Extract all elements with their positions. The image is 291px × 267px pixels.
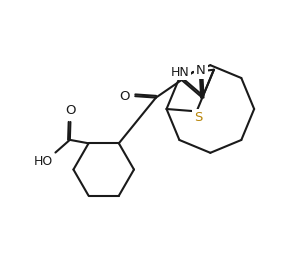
Text: HN: HN [171, 65, 190, 78]
Text: N: N [196, 64, 206, 77]
Text: O: O [65, 104, 76, 117]
Text: O: O [120, 90, 130, 103]
Text: S: S [194, 111, 202, 124]
Text: HO: HO [34, 155, 53, 168]
